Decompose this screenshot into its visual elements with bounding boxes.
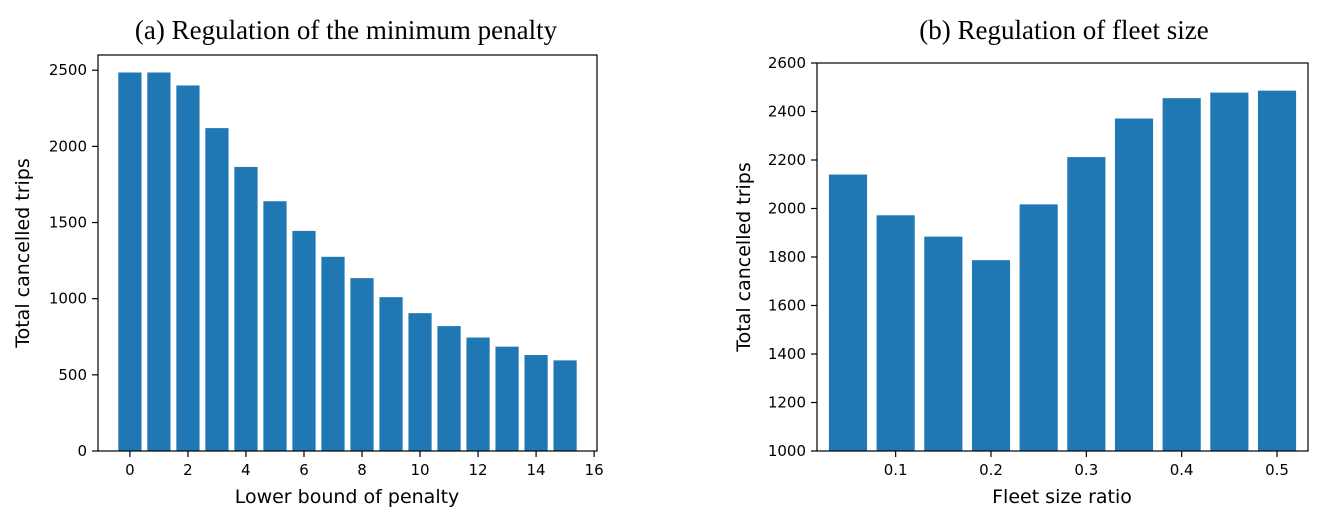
y-tick-label: 1400 — [768, 345, 806, 363]
y-axis-ticks: 0 500 1000 1500 2000 2500 — [49, 61, 98, 460]
y-tick-label: 500 — [58, 366, 87, 384]
x-tick-label: 12 — [469, 461, 488, 479]
bar — [408, 313, 432, 451]
bar — [553, 360, 577, 451]
x-tick-label: 2 — [183, 461, 193, 479]
y-tick-label: 2400 — [768, 103, 806, 121]
bar — [1067, 157, 1106, 451]
x-tick-label: 4 — [241, 461, 251, 479]
x-tick-label: 6 — [299, 461, 309, 479]
x-tick-label: 0.2 — [979, 461, 1003, 479]
y-tick-label: 2600 — [768, 54, 806, 72]
bar — [147, 72, 171, 452]
x-tick-label: 14 — [527, 461, 546, 479]
y-tick-label: 1000 — [49, 290, 87, 308]
x-tick-label: 0.3 — [1074, 461, 1098, 479]
bar — [118, 72, 142, 452]
bar — [321, 256, 345, 451]
bar — [437, 326, 461, 451]
plot-frame — [97, 54, 598, 452]
bar — [524, 355, 548, 451]
bar — [205, 128, 229, 452]
bar — [176, 85, 200, 452]
bar — [971, 260, 1011, 451]
chart-title: (b) Regulation of fleet size — [919, 15, 1208, 45]
bar — [1162, 98, 1201, 451]
bar — [495, 346, 519, 451]
y-tick-label: 1000 — [768, 442, 806, 460]
y-tick-label: 2000 — [768, 200, 806, 218]
y-tick-label: 1500 — [49, 214, 87, 232]
x-tick-label: 8 — [357, 461, 367, 479]
y-tick-label: 1600 — [768, 297, 806, 315]
y-tick-label: 2200 — [768, 151, 806, 169]
bar — [379, 297, 403, 451]
y-axis-label: Total cancelled trips — [12, 158, 34, 349]
bar — [292, 230, 316, 451]
chart-title: (a) Regulation of the minimum penalty — [135, 15, 558, 45]
chart-panel-b: (b) Regulation of fleet size 0.1 0.2 0.3 0.… — [733, 15, 1309, 508]
y-tick-label: 0 — [77, 442, 87, 460]
x-axis-ticks: 0.1 0.2 0.3 0.4 0.5 — [884, 451, 1289, 479]
x-axis-label: Lower bound of penalty — [235, 486, 460, 508]
y-tick-label: 2000 — [49, 137, 87, 155]
bar — [234, 166, 258, 451]
bar — [1019, 204, 1058, 451]
bar — [350, 278, 374, 451]
x-tick-label: 16 — [585, 461, 604, 479]
bar — [876, 215, 915, 451]
x-tick-label: 0.4 — [1170, 461, 1194, 479]
bar — [1257, 90, 1297, 452]
y-tick-label: 2500 — [49, 61, 87, 79]
y-tick-label: 1800 — [768, 248, 806, 266]
x-tick-label: 0.5 — [1265, 461, 1289, 479]
bar — [1114, 118, 1154, 451]
y-tick-label: 1200 — [768, 394, 806, 412]
bar — [924, 236, 963, 451]
chart-panel-a: (a) Regulation of the minimum penalty 0 2… — [12, 15, 604, 508]
bar-group — [118, 72, 577, 452]
x-tick-label: 10 — [410, 461, 429, 479]
bar — [1210, 92, 1249, 451]
bar — [828, 174, 868, 452]
y-axis-ticks: 1000 1200 1400 1600 1800 2000 2200 2400 2600 — [768, 54, 817, 460]
y-axis-label: Total cancelled trips — [733, 162, 755, 353]
x-axis-ticks: 0 2 4 6 8 10 12 14 16 — [125, 451, 604, 479]
bar-group — [828, 90, 1297, 452]
x-tick-label: 0 — [125, 461, 135, 479]
x-tick-label: 0.1 — [884, 461, 908, 479]
x-axis-label: Fleet size ratio — [992, 486, 1132, 508]
bar — [466, 337, 490, 451]
bar — [263, 201, 287, 451]
